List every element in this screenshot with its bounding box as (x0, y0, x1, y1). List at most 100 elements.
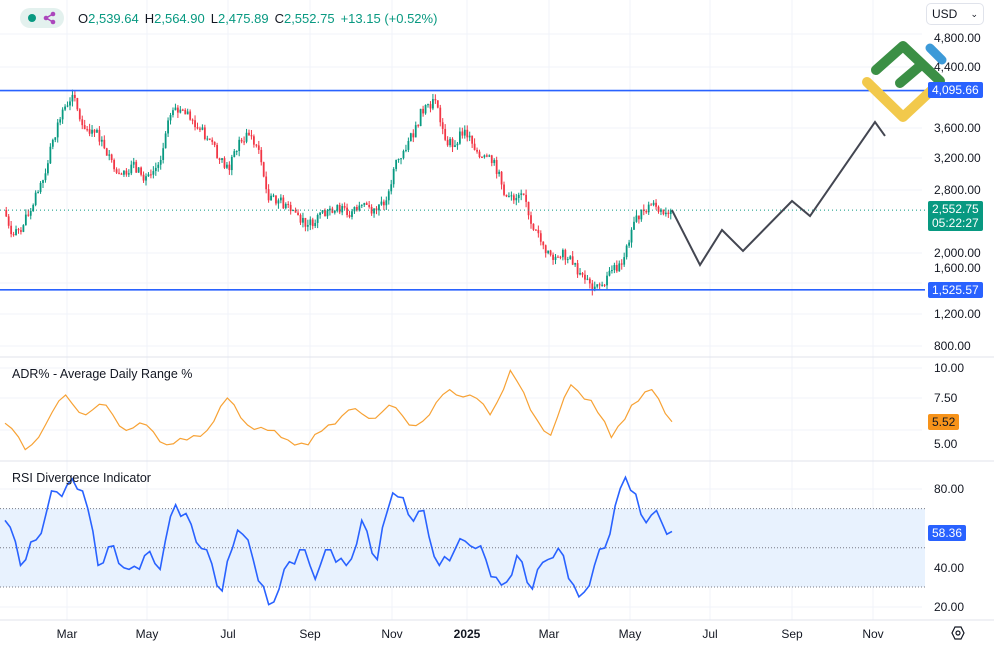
candle-body (299, 215, 302, 223)
candle-body (657, 206, 660, 212)
candle-body (503, 184, 505, 195)
candle-body (103, 139, 106, 149)
candle-body (458, 131, 461, 144)
candle-body (228, 164, 231, 171)
candle-body (397, 158, 400, 160)
candle-body (154, 167, 157, 172)
candle-body (81, 119, 84, 126)
candle-body (483, 155, 486, 158)
time-tick-label: Sep (299, 627, 321, 641)
candle-body (78, 109, 81, 120)
candle-body (510, 195, 513, 197)
last-price-tag: 2,552.75 05:22:27 (928, 201, 983, 231)
candle-body (272, 195, 275, 197)
candle-body (493, 160, 496, 164)
candle-body (98, 129, 101, 142)
high-key: H (144, 10, 155, 26)
candle-body (76, 97, 79, 110)
candle-body (471, 135, 474, 144)
candle-body (662, 209, 665, 215)
candle-body (44, 173, 47, 181)
adr-last-tag: 5.52 (928, 414, 960, 430)
candle-body (375, 208, 378, 211)
candle-body (427, 104, 429, 106)
candle-body (633, 221, 635, 230)
candle-body (456, 143, 459, 146)
candle-body (213, 141, 216, 145)
candle-body (15, 229, 17, 236)
candle-body (39, 182, 42, 192)
time-tick-label: Jul (702, 627, 717, 641)
candle-body (51, 139, 54, 147)
candle-body (488, 155, 491, 157)
candle-body (294, 210, 297, 213)
candle-body (150, 174, 152, 176)
candle-body (132, 161, 135, 165)
candle-body (557, 256, 559, 258)
adr-title[interactable]: ADR% - Average Daily Range % (12, 367, 193, 381)
candle-body (476, 149, 478, 152)
candle-body (630, 229, 633, 243)
rsi-title[interactable]: RSI Divergence Indicator (12, 471, 151, 485)
candle-body (581, 273, 584, 275)
candle-body (601, 284, 604, 286)
candle-body (608, 270, 611, 276)
candle-body (395, 160, 398, 169)
status-pill[interactable] (20, 8, 64, 28)
candle-body (105, 148, 108, 156)
last-price-value: 2,552.75 (932, 202, 979, 216)
candle-body (29, 210, 32, 216)
candle-body (522, 193, 525, 195)
candle-body (282, 197, 285, 209)
candle-body (277, 200, 280, 204)
candle-body (535, 229, 537, 231)
candle-body (118, 172, 120, 174)
candle-body (530, 215, 532, 224)
currency-select[interactable]: USD ⌄ (926, 3, 984, 25)
candle-body (620, 263, 623, 265)
rsi-tick-label: 80.00 (934, 482, 964, 496)
candle-body (201, 127, 204, 130)
candle-body (596, 284, 599, 287)
candle-body (243, 141, 245, 143)
price-tick-label: 1,200.00 (934, 307, 981, 321)
candle-body (439, 107, 442, 123)
adr-tick-label: 10.00 (934, 361, 964, 375)
candle-body (444, 128, 447, 140)
high-value: 2,564.90 (154, 10, 205, 26)
time-tick-label: Sep (781, 627, 803, 641)
candle-body (640, 209, 643, 220)
candle-body (206, 138, 209, 140)
candle-body (532, 223, 535, 230)
candle-body (628, 242, 630, 246)
candle-body (387, 191, 390, 201)
candle-body (400, 158, 402, 160)
candle-body (414, 125, 417, 138)
candle-body (54, 137, 57, 140)
share-icon[interactable] (42, 11, 56, 25)
symbol-legend: O 2,539.64 H 2,564.90 L 2,475.89 C 2,552.75 … (20, 8, 437, 28)
candle-body (279, 197, 282, 201)
candle-body (574, 263, 577, 265)
candle-body (181, 109, 184, 111)
settings-icon[interactable] (951, 626, 965, 640)
candle-body (544, 245, 547, 254)
candle-body (240, 139, 243, 142)
time-tick-label: Nov (862, 627, 883, 641)
candle-body (66, 105, 69, 107)
candle-body (360, 204, 363, 206)
candle-body (61, 109, 64, 120)
candle-body (245, 132, 248, 142)
candle-body (466, 129, 469, 138)
candle-body (588, 278, 591, 284)
low-pair: L 2,475.89 (211, 11, 269, 26)
candle-body (512, 195, 515, 201)
candle-body (152, 171, 155, 175)
candle-body (88, 129, 91, 134)
candle-body (412, 133, 415, 138)
low-value: 2,475.89 (217, 10, 269, 26)
candle-body (110, 154, 113, 160)
candle-body (218, 158, 221, 160)
candle-body (208, 138, 211, 140)
